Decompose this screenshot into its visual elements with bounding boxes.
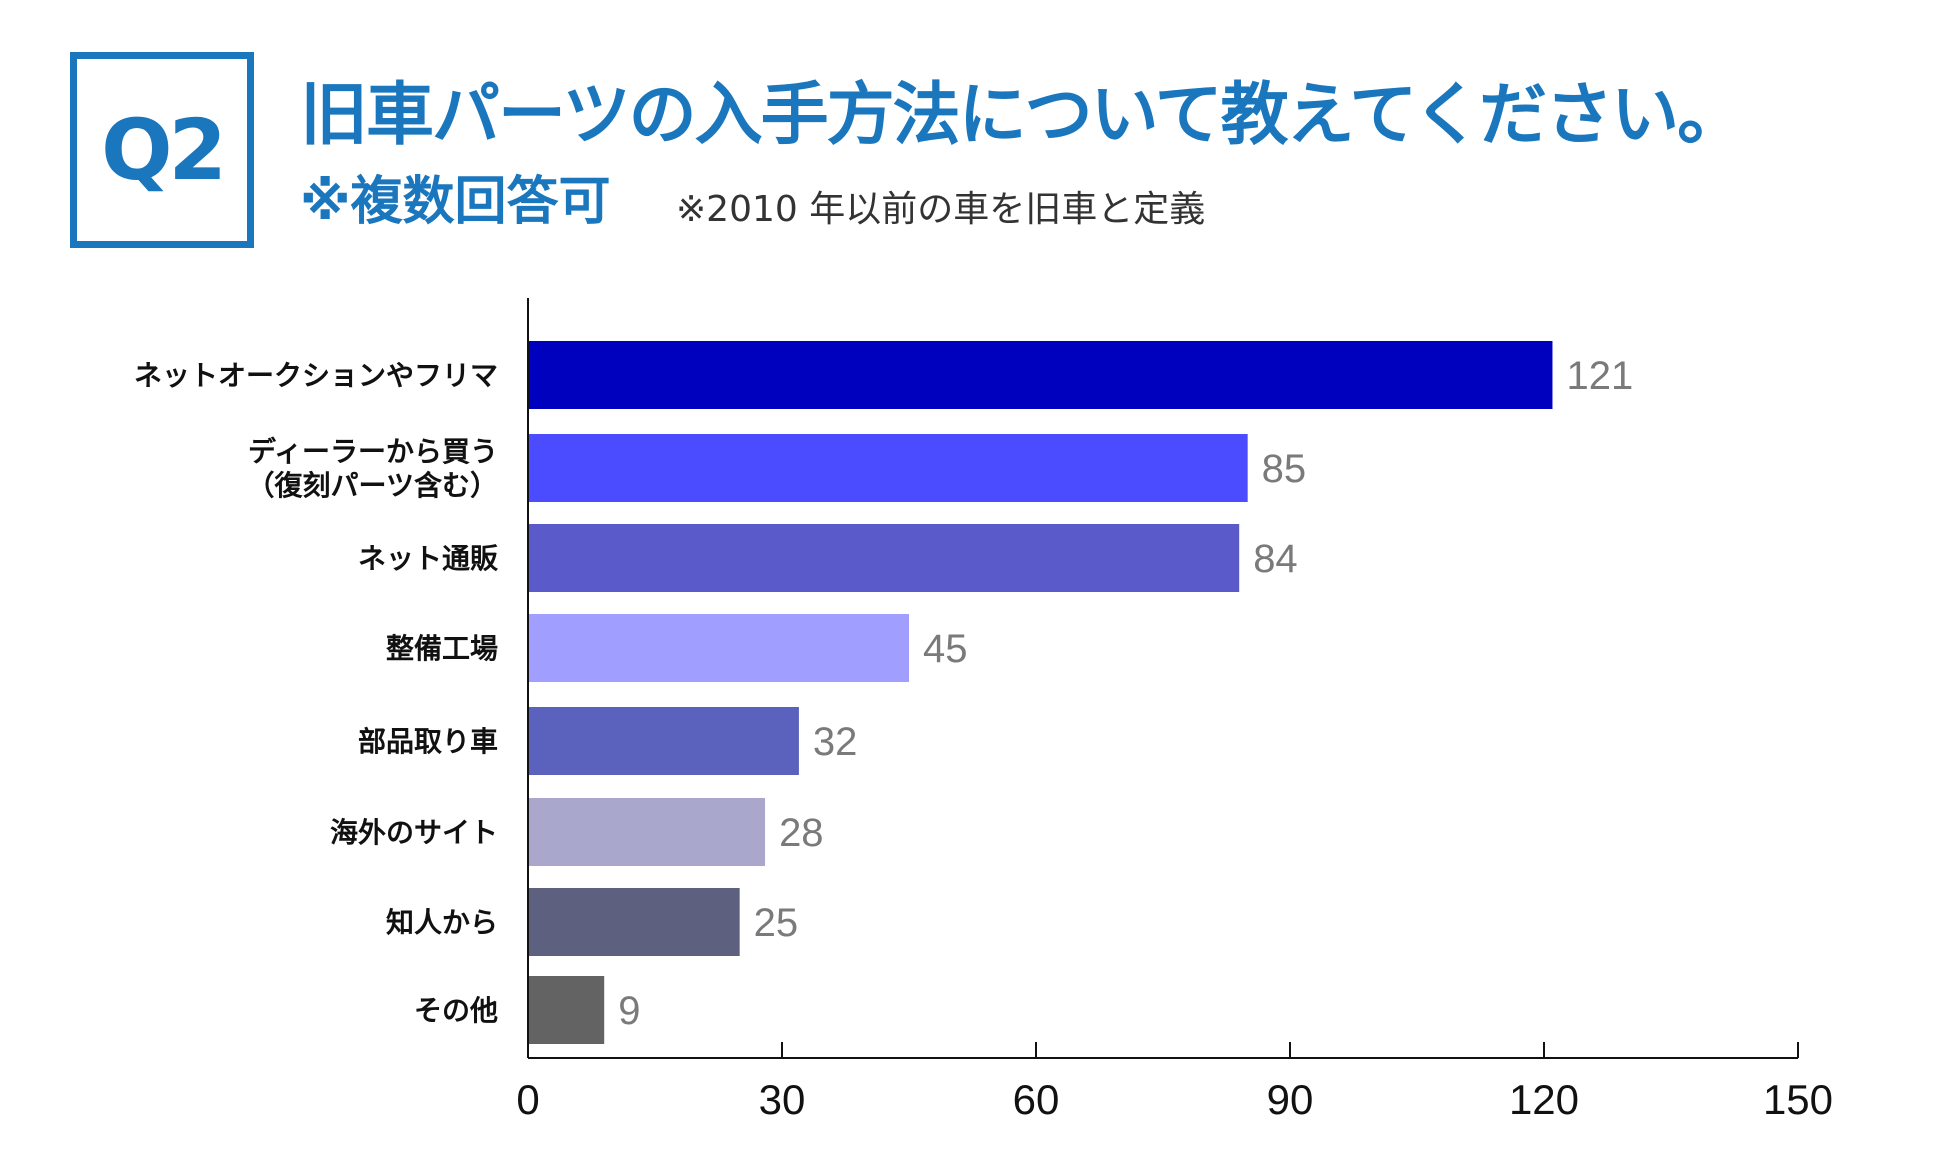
value-label: 121 (1566, 354, 1633, 398)
x-tick-label: 30 (759, 1076, 806, 1123)
x-tick-label: 120 (1509, 1076, 1579, 1123)
value-label: 85 (1262, 447, 1307, 491)
bar (529, 707, 799, 775)
page-title: 旧車パーツの入手方法について教えてください。 (300, 76, 1745, 155)
question-badge-label: Q2 (101, 101, 227, 199)
question-badge: Q2 (70, 52, 254, 248)
category-label: （復刻パーツ含む） (247, 469, 498, 502)
definition-note: ※2010 年以前の車を旧車と定義 (676, 189, 1206, 230)
x-tick-label: 90 (1267, 1076, 1314, 1123)
value-label: 32 (813, 720, 858, 764)
value-label: 9 (618, 989, 640, 1033)
page-subtitle: ※複数回答可 (300, 172, 611, 232)
value-label: 25 (754, 901, 799, 945)
x-tick-label: 150 (1763, 1076, 1833, 1123)
bar (529, 614, 909, 682)
bar (529, 341, 1553, 409)
category-label: その他 (414, 994, 498, 1027)
category-label: 知人から (386, 906, 498, 939)
bar (529, 524, 1240, 592)
x-tick-label: 0 (516, 1076, 539, 1123)
category-label: 海外のサイト (330, 816, 498, 849)
value-label: 84 (1253, 537, 1298, 581)
bar (529, 434, 1248, 502)
category-label: 部品取り車 (358, 725, 498, 758)
category-label: 整備工場 (386, 632, 498, 665)
category-label: ディーラーから買う (248, 435, 498, 468)
bar (529, 798, 766, 866)
bar (529, 976, 605, 1044)
x-tick-label: 60 (1013, 1076, 1060, 1123)
bar (529, 888, 740, 956)
value-label: 28 (779, 811, 824, 855)
value-label: 45 (923, 627, 968, 671)
category-label: ネット通販 (358, 542, 499, 575)
category-label: ネットオークションやフリマ (134, 359, 498, 392)
